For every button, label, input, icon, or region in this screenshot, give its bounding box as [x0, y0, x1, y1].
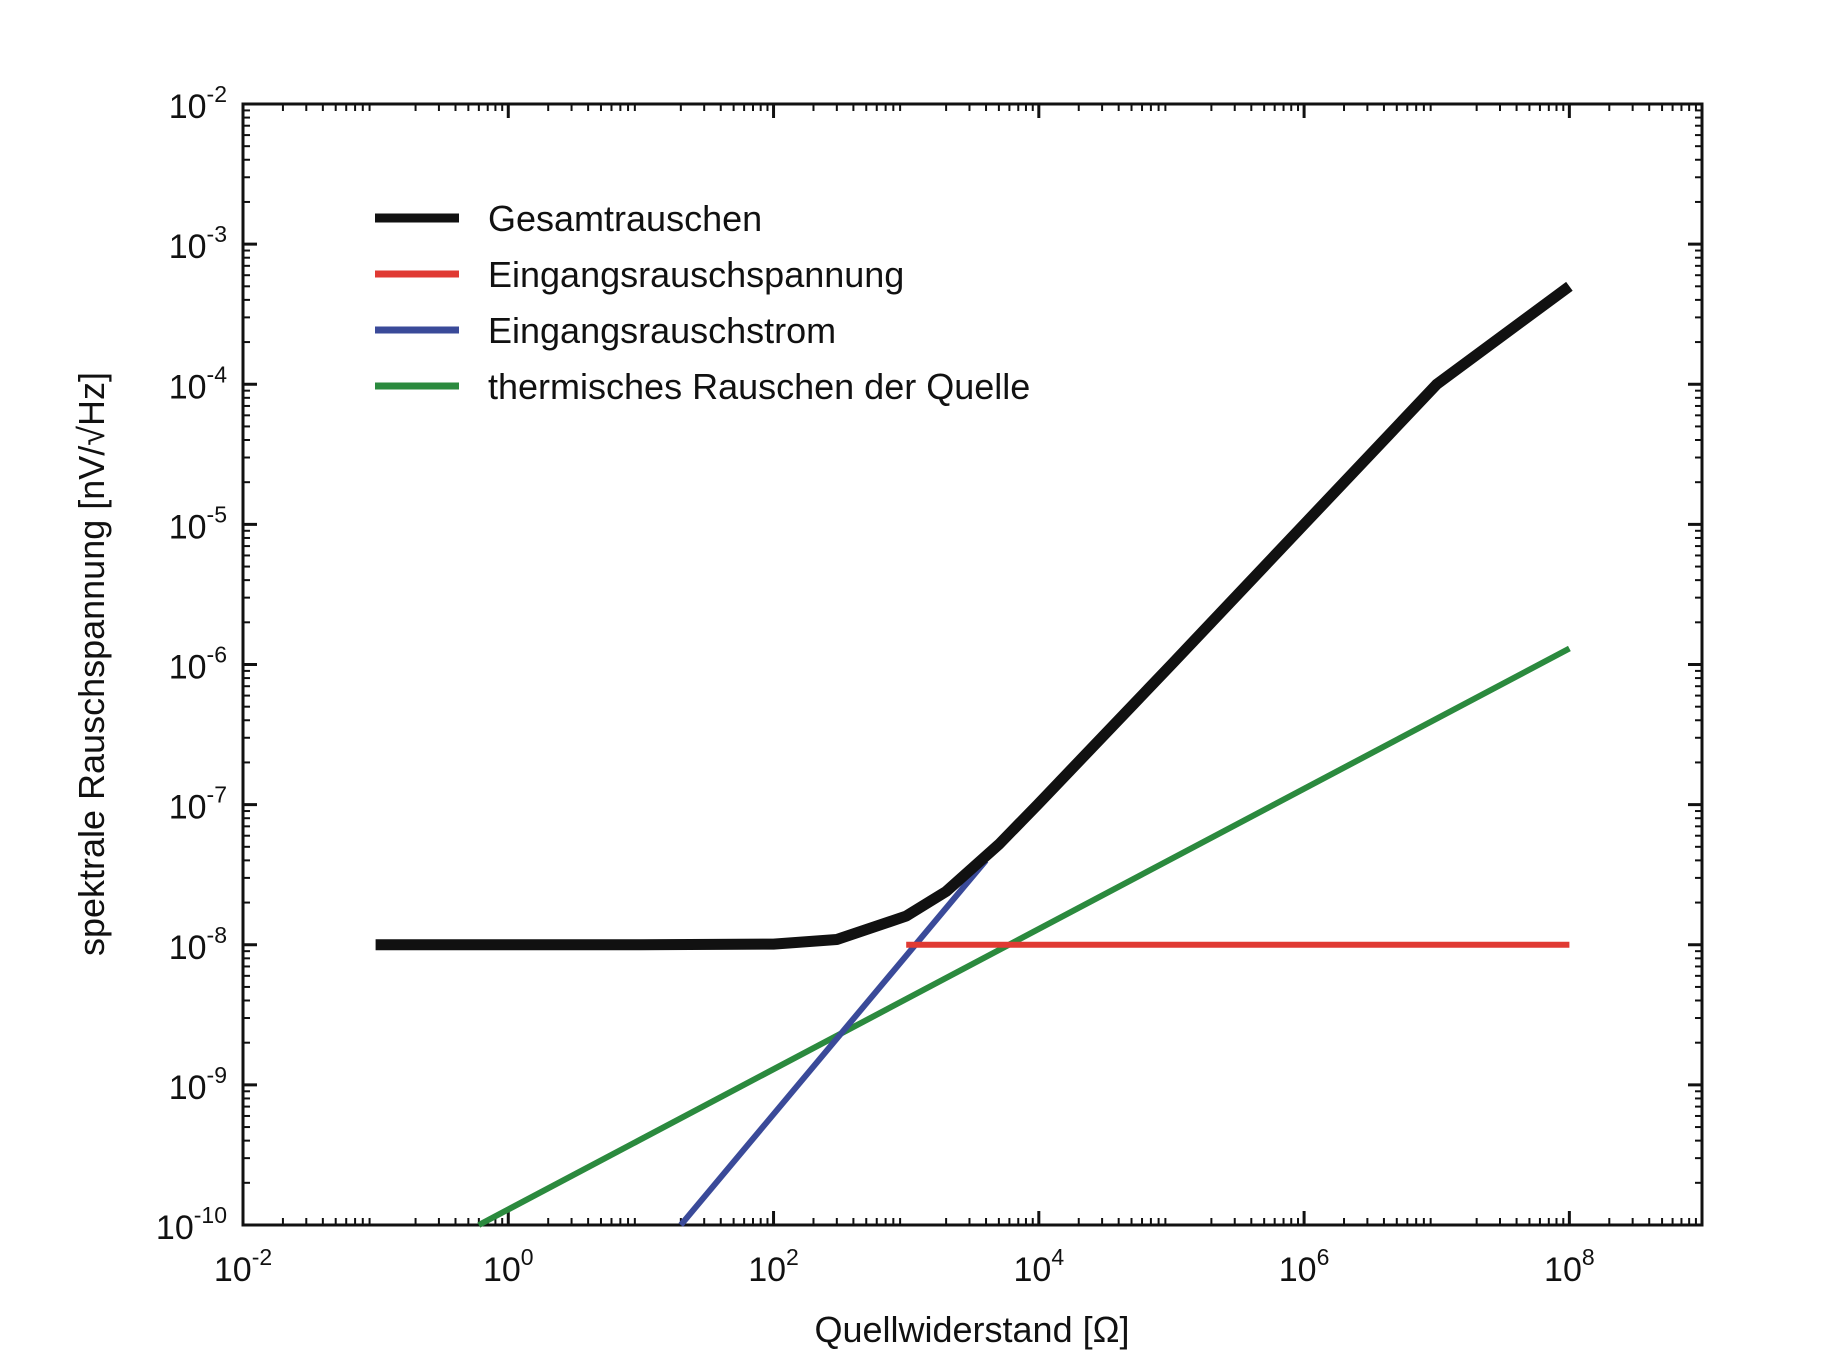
- y-axis-label: spektrale Rauschspannung [nV/√Hz]: [71, 372, 112, 956]
- x-tick-labels: 10-2 100 102 104 106 108: [214, 1244, 1595, 1289]
- y-tick-label: 10-10: [156, 1202, 227, 1247]
- x-tick-label: 102: [748, 1244, 799, 1289]
- x-tick-label: 100: [483, 1244, 534, 1289]
- y-tick-label: 10-2: [169, 81, 227, 126]
- plot-area-frame: [241, 102, 1704, 1227]
- y-tick-label: 10-9: [169, 1062, 227, 1107]
- series-line-eingangsrauschstrom: [678, 858, 989, 1227]
- legend-label-gesamtrauschen: Gesamtrauschen: [488, 198, 762, 239]
- minor-ticks: [243, 104, 1702, 1225]
- y-tick-label: 10-4: [169, 361, 227, 406]
- series-line-gesamtrauschen: [375, 281, 1573, 951]
- y-tick-label: 10-5: [169, 501, 227, 546]
- x-axis-label: Quellwiderstand [Ω]: [814, 1309, 1129, 1350]
- legend-label-eingangsrauschstrom: Eingangsrauschstrom: [488, 310, 836, 351]
- major-ticks: [241, 102, 1702, 1227]
- x-tick-label: 10-2: [214, 1244, 272, 1289]
- x-tick-label: 106: [1279, 1244, 1330, 1289]
- y-tick-labels: 10-2 10-3 10-4 10-5 10-6 10-7 10-8 10-9 10-10: [156, 81, 227, 1247]
- legend-label-eingangsrauschspannung: Eingangsrauschspannung: [488, 254, 904, 295]
- y-tick-label: 10-6: [169, 642, 227, 687]
- x-tick-label: 104: [1014, 1244, 1065, 1289]
- y-tick-label: 10-3: [169, 221, 227, 266]
- series-lines: [375, 281, 1573, 1228]
- legend-label-thermisches-rauschen-der-quelle: thermisches Rauschen der Quelle: [488, 366, 1030, 407]
- series-line-thermisches-rauschen-der-quelle: [477, 645, 1571, 1228]
- legend: Gesamtrauschen Eingangsrauschspannung Eing…: [375, 198, 1030, 407]
- y-tick-label: 10-8: [169, 922, 227, 967]
- x-tick-label: 108: [1544, 1244, 1595, 1289]
- y-tick-label: 10-7: [169, 782, 227, 827]
